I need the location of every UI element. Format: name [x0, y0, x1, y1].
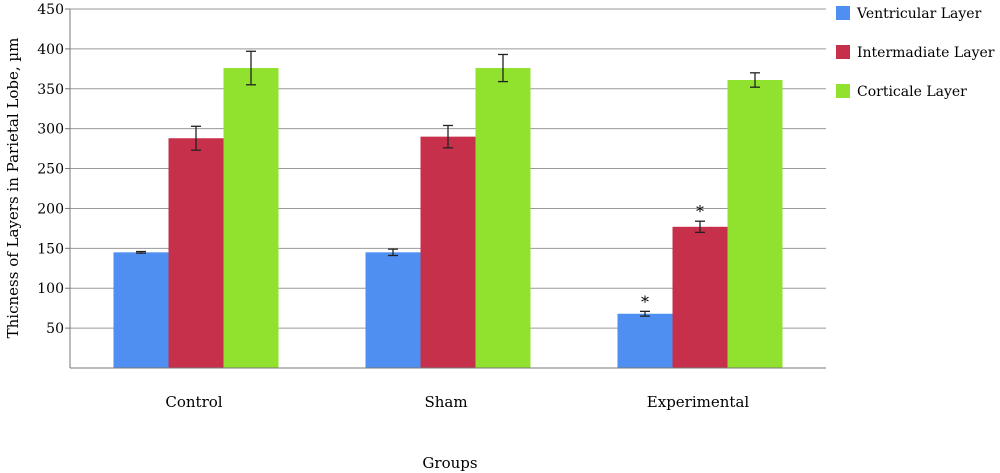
legend-label: Ventricular Layer — [856, 6, 982, 22]
bar — [113, 252, 169, 368]
y-tick-label: 250 — [37, 162, 64, 178]
x-tick-label: Control — [165, 393, 222, 411]
y-tick-label: 150 — [37, 241, 64, 257]
bar — [475, 68, 531, 368]
bar — [365, 252, 421, 368]
x-axis-title: Groups — [422, 454, 477, 472]
bar — [223, 68, 279, 368]
legend-swatch — [836, 45, 850, 59]
annotations: ** — [641, 202, 704, 311]
y-axis-ticks: 50 100 150 200 250 300 350 400 450 — [37, 2, 70, 337]
significance-marker: * — [641, 292, 649, 311]
y-axis-title: Thicness of Layers in Parietal Lobe, µm — [4, 38, 22, 339]
bar — [672, 226, 728, 368]
bar — [168, 138, 224, 368]
y-tick-label: 100 — [37, 281, 64, 297]
bar — [727, 80, 783, 368]
error-bars — [136, 50, 760, 317]
x-tick-label: Experimental — [647, 393, 750, 411]
y-tick-label: 50 — [46, 321, 64, 337]
legend-label: Corticale Layer — [857, 84, 967, 100]
significance-marker: * — [696, 202, 704, 221]
y-tick-label: 400 — [37, 42, 64, 58]
x-tick-label: Sham — [424, 393, 467, 411]
y-tick-label: 300 — [37, 122, 64, 138]
legend-swatch — [836, 84, 850, 98]
bar — [420, 136, 476, 368]
legend: Ventricular Layer Intermadiate Layer Corti… — [836, 6, 995, 100]
bar — [617, 313, 673, 368]
y-tick-label: 350 — [37, 82, 64, 98]
bars — [113, 68, 783, 368]
legend-label: Intermadiate Layer — [857, 45, 995, 61]
y-tick-label: 450 — [37, 2, 64, 18]
legend-swatch — [836, 6, 850, 20]
y-tick-label: 200 — [37, 201, 64, 217]
x-axis-categories: Control Sham Experimental — [165, 393, 749, 411]
